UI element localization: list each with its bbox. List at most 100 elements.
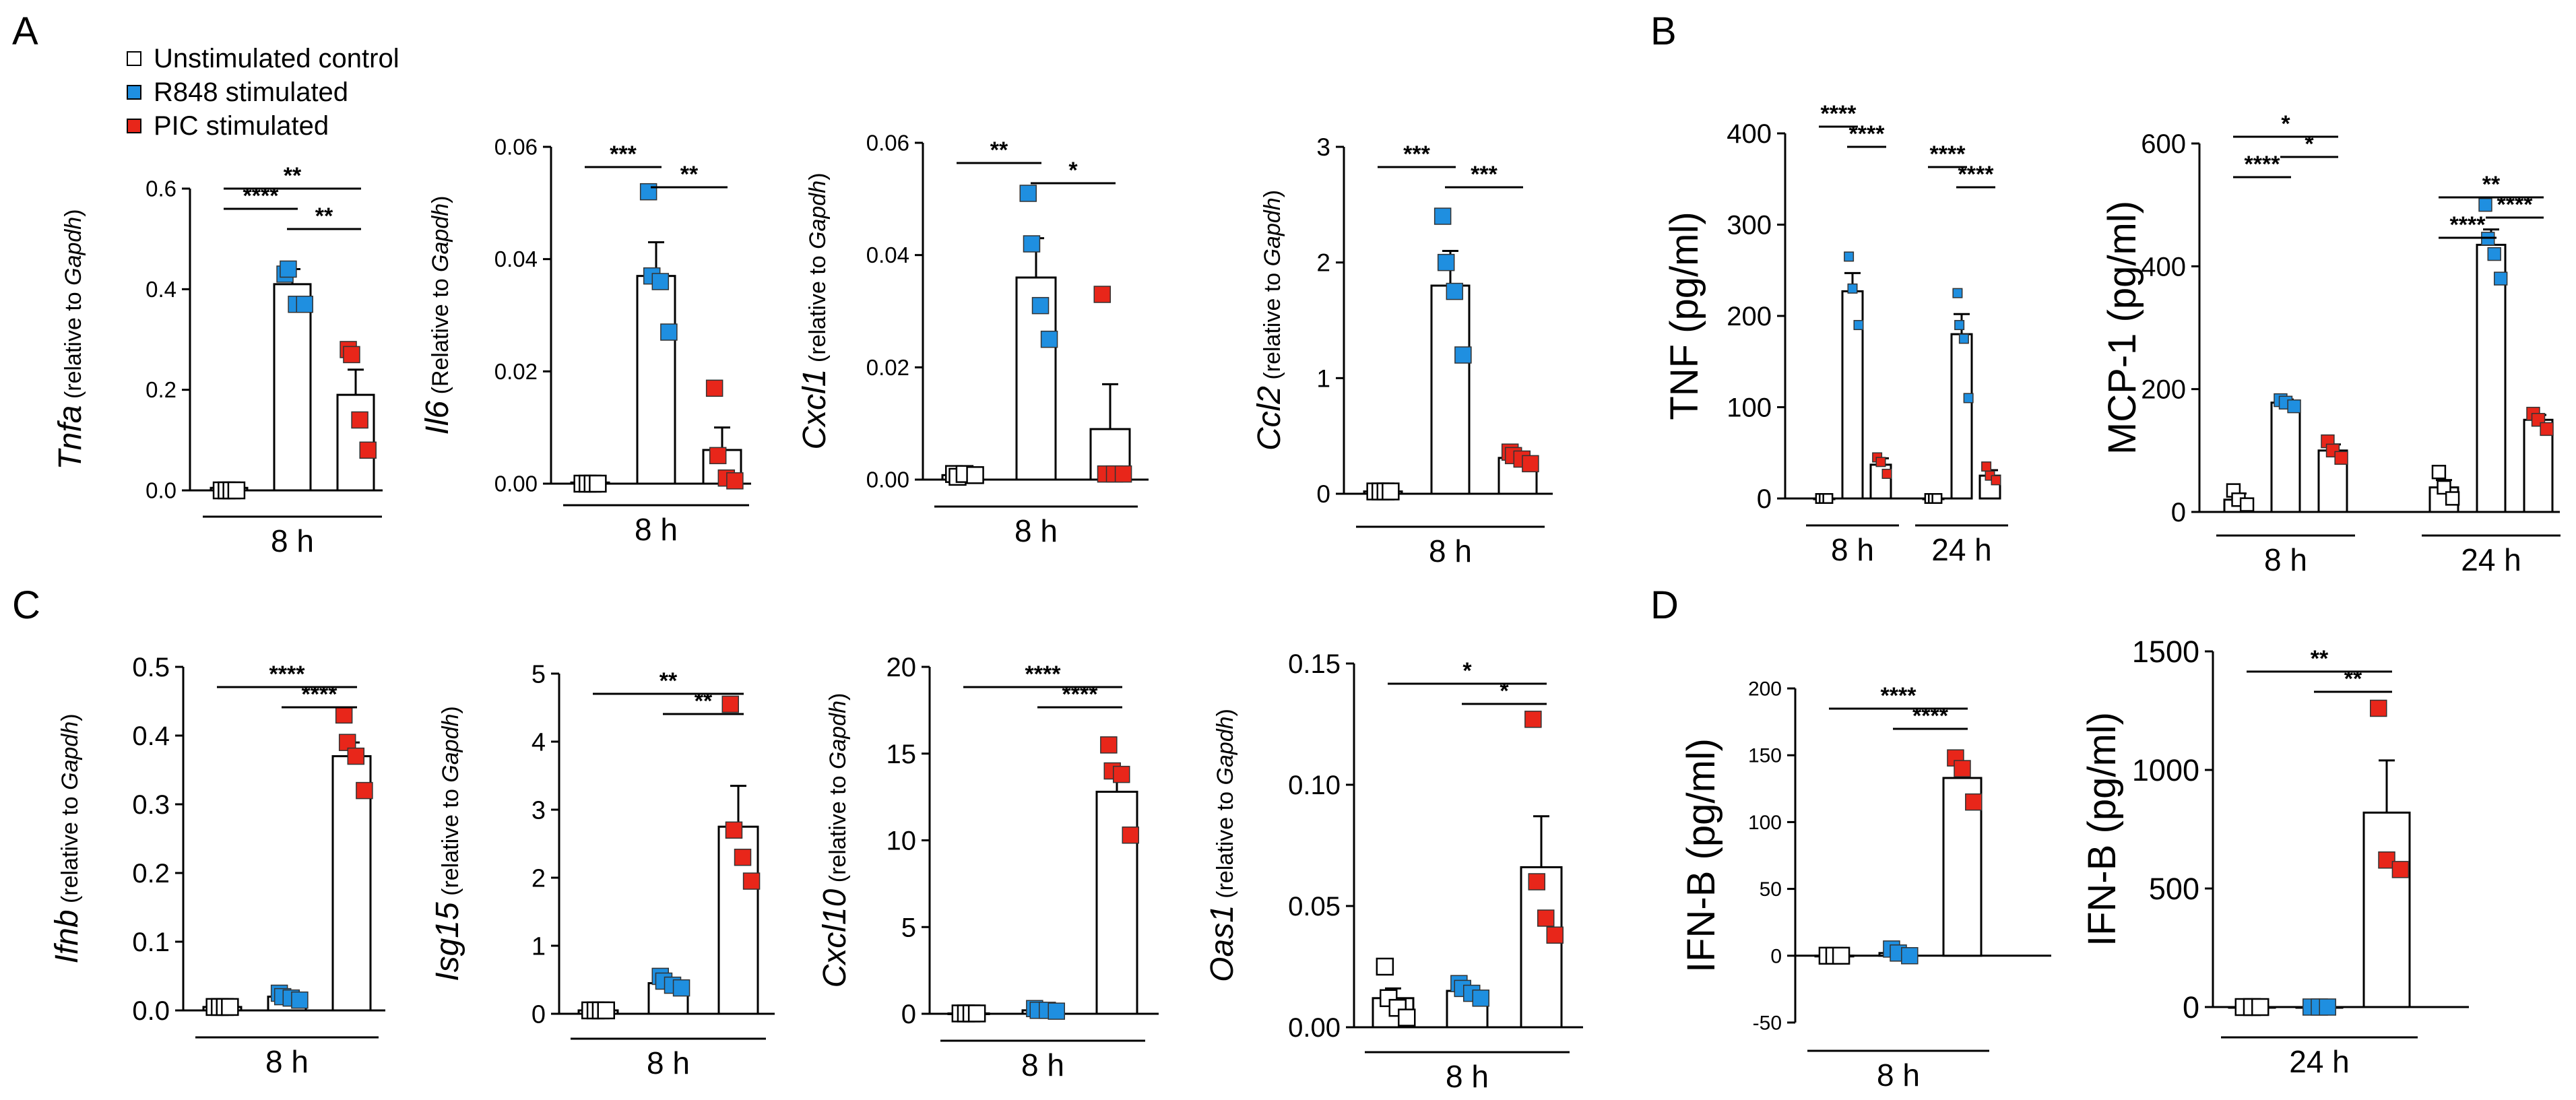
y-axis-label-cxcl1: Cxcl1 (relative to Gapdh) bbox=[797, 172, 833, 449]
y-tick-label-mcp1-2: 400 bbox=[2141, 252, 2186, 282]
sig-label-mcp1-3: ** bbox=[2482, 172, 2501, 197]
point-tnf-1-1 bbox=[1847, 283, 1858, 294]
point-cxcl1-1-2 bbox=[1031, 296, 1050, 315]
point-cxcl10-2-3 bbox=[1122, 827, 1139, 844]
group-label-ccl2-0: 8 h bbox=[1429, 533, 1472, 569]
sig-label-ifnb-0: **** bbox=[269, 661, 306, 687]
sig-label-mcp1-4: **** bbox=[2497, 192, 2534, 218]
point-cxcl10-0-3 bbox=[967, 1004, 986, 1023]
y-tick-label-tnf-4: 400 bbox=[1727, 119, 1772, 149]
point-tnf-1-0 bbox=[1844, 251, 1855, 262]
y-axis-label-end-tnfa: ) bbox=[61, 209, 86, 216]
legend-item-control: Unstimulated control bbox=[127, 42, 399, 75]
y-axis-label-end-ifnb: ) bbox=[57, 713, 83, 721]
point-cxcl10-1-3 bbox=[1048, 1002, 1065, 1020]
y-tick-label-ifnb8-3: 100 bbox=[1748, 812, 1782, 834]
point-isg15-2-2 bbox=[734, 848, 752, 866]
point-isg15-2-1 bbox=[725, 821, 743, 839]
y-tick-label-oas1-2: 0.10 bbox=[1288, 771, 1341, 800]
point-il6-0-3 bbox=[589, 474, 607, 493]
point-cxcl1-2-3 bbox=[1114, 465, 1132, 483]
y-tick-label-oas1-1: 0.05 bbox=[1288, 892, 1341, 921]
sig-label-cxcl10-0: **** bbox=[1025, 661, 1062, 687]
y-axis-label-tnfa: Tnfa (relative to Gapdh) bbox=[53, 209, 88, 470]
y-axis-label-text-oas1: (relative to bbox=[1213, 785, 1238, 905]
y-tick-label-ifnb-1: 0.1 bbox=[132, 928, 170, 957]
point-isg15-1-3 bbox=[672, 979, 690, 997]
bar-ccl2-1 bbox=[1430, 284, 1471, 495]
group-label-cxcl10-0: 8 h bbox=[1021, 1047, 1064, 1082]
y-tick-label-cxcl1-2: 0.04 bbox=[866, 242, 909, 267]
point-cxcl10-2-2 bbox=[1113, 765, 1130, 783]
point-oas1-0-3 bbox=[1398, 1008, 1416, 1027]
point-isg15-2-0 bbox=[721, 695, 740, 713]
point-ifnb-2-0 bbox=[335, 706, 353, 724]
y-tick-label-tnf-3: 300 bbox=[1727, 211, 1772, 240]
y-tick-label-tnfa-2: 0.4 bbox=[146, 277, 176, 302]
y-axis-label-ifnb8: IFN-B (pg/ml) bbox=[1679, 738, 1723, 973]
chart-isg15: 0 1 2 3 4 5 ** ** 8 h Isg15 (relative to Gapdh) bbox=[430, 660, 775, 1080]
sig-label-tnfa-0: ** bbox=[284, 163, 302, 189]
group-label-isg15-0: 8 h bbox=[647, 1045, 690, 1080]
sig-label-ifnb24-1: ** bbox=[2344, 666, 2362, 692]
y-tick-label-ifnb24-1: 500 bbox=[2149, 872, 2199, 906]
sig-label-ifnb24-0: ** bbox=[2311, 646, 2329, 672]
group-label-tnf-0: 8 h bbox=[1831, 532, 1874, 567]
point-mcp1-1-2 bbox=[2287, 399, 2301, 414]
sig-label-ifnb-1: **** bbox=[302, 682, 338, 707]
y-axis-label-oas1: Oas1 (relative to Gapdh) bbox=[1204, 709, 1240, 982]
group-label-cxcl1-0: 8 h bbox=[1015, 513, 1058, 548]
y-tick-label-ifnb8-4: 150 bbox=[1748, 745, 1782, 767]
bar-mcp1-4 bbox=[2476, 243, 2507, 513]
sig-label-tnfa-1: **** bbox=[243, 183, 280, 209]
y-axis-label-isg15: Isg15 (relative to Gapdh) bbox=[430, 706, 465, 981]
y-tick-label-ifnb8-1: 0 bbox=[1770, 945, 1782, 967]
legend-label-pic: PIC stimulated bbox=[154, 110, 329, 141]
sig-label-isg15-1: ** bbox=[695, 688, 713, 714]
point-ifnb24-2-0 bbox=[2370, 699, 2387, 717]
group-label-oas1-0: 8 h bbox=[1446, 1059, 1489, 1094]
y-tick-label-cxcl10-0: 0 bbox=[901, 1000, 916, 1029]
point-tnfa-1-1 bbox=[280, 260, 297, 278]
point-tnf-3-2 bbox=[1931, 493, 1943, 504]
legend-item-pic: PIC stimulated bbox=[127, 109, 399, 143]
y-tick-label-cxcl1-3: 0.06 bbox=[866, 131, 909, 156]
point-il6-2-3 bbox=[726, 472, 744, 490]
point-mcp1-2-2 bbox=[2334, 451, 2348, 465]
sig-label-tnf-1: **** bbox=[1849, 121, 1886, 147]
point-ifnb8-2-2 bbox=[1965, 793, 1983, 811]
point-tnf-4-0 bbox=[1952, 288, 1963, 298]
y-tick-label-ifnb8-5: 200 bbox=[1748, 678, 1782, 701]
y-axis-label-text-ccl2: (relative to bbox=[1260, 266, 1285, 386]
sig-label-ccl2-0: *** bbox=[1403, 141, 1430, 167]
point-tnf-0-2 bbox=[1822, 493, 1834, 504]
point-mcp1-3-1 bbox=[2437, 480, 2451, 495]
point-ccl2-1-1 bbox=[1437, 253, 1455, 271]
chart-cxcl10: 0 5 10 15 20 ******** 8 h Cxcl10 (relative to G… bbox=[817, 653, 1159, 1082]
point-tnf-2-1 bbox=[1875, 457, 1886, 467]
y-axis-label-text-ifnb: (relative to bbox=[57, 790, 83, 910]
y-axis-label-ref-cxcl1: Gapdh bbox=[805, 181, 831, 249]
y-axis-label-end-il6: ) bbox=[428, 196, 453, 203]
y-tick-label-mcp1-3: 600 bbox=[2141, 129, 2186, 159]
bar-oas1-2 bbox=[1520, 866, 1563, 1029]
y-axis-label-text-cxcl1: (relative to bbox=[805, 249, 831, 369]
y-axis-label-ref-tnfa: Gapdh bbox=[61, 217, 86, 286]
y-tick-label-oas1-3: 0.15 bbox=[1288, 649, 1341, 679]
bar-tnfa-1 bbox=[273, 283, 312, 492]
y-tick-label-ifnb24-3: 1500 bbox=[2132, 635, 2199, 669]
point-il6-1-3 bbox=[660, 323, 678, 341]
legend-label-r848: R848 stimulated bbox=[154, 77, 349, 107]
y-tick-label-ifnb-5: 0.5 bbox=[132, 653, 170, 682]
y-axis-label-end-cxcl10: ) bbox=[825, 693, 851, 701]
y-tick-label-ifnb24-0: 0 bbox=[2183, 990, 2199, 1025]
y-tick-label-ccl2-0: 0 bbox=[1316, 480, 1330, 508]
point-oas1-0-0 bbox=[1376, 957, 1394, 976]
y-tick-label-ifnb8-2: 50 bbox=[1760, 878, 1782, 901]
point-oas1-2-0 bbox=[1524, 711, 1542, 728]
y-tick-label-ifnb-2: 0.2 bbox=[132, 859, 170, 888]
y-tick-label-ccl2-1: 1 bbox=[1316, 364, 1330, 392]
point-ifnb-2-3 bbox=[356, 781, 373, 800]
